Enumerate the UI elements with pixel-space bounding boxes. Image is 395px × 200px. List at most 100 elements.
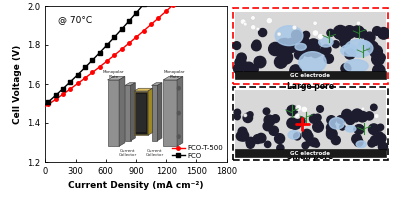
Circle shape	[377, 124, 384, 130]
Circle shape	[331, 136, 340, 145]
Circle shape	[249, 65, 258, 74]
Circle shape	[252, 41, 261, 51]
Circle shape	[294, 123, 300, 129]
Circle shape	[352, 134, 362, 144]
Circle shape	[342, 109, 352, 119]
Circle shape	[266, 18, 273, 24]
Ellipse shape	[345, 126, 356, 132]
Circle shape	[377, 53, 385, 62]
Ellipse shape	[345, 40, 373, 57]
Circle shape	[300, 41, 310, 51]
Circle shape	[327, 123, 336, 132]
Circle shape	[301, 41, 310, 51]
Circle shape	[237, 61, 246, 71]
Circle shape	[243, 113, 252, 122]
Circle shape	[311, 49, 320, 58]
Circle shape	[290, 65, 301, 76]
Ellipse shape	[319, 37, 333, 47]
Circle shape	[295, 114, 300, 119]
FancyBboxPatch shape	[233, 87, 387, 160]
Circle shape	[238, 130, 249, 141]
Circle shape	[271, 115, 279, 123]
Circle shape	[254, 56, 266, 68]
Circle shape	[354, 138, 363, 146]
Circle shape	[302, 129, 312, 139]
Circle shape	[371, 104, 377, 111]
Circle shape	[378, 28, 389, 39]
Circle shape	[279, 51, 293, 64]
Circle shape	[236, 64, 243, 71]
Circle shape	[287, 118, 297, 128]
Circle shape	[237, 53, 246, 62]
Circle shape	[251, 25, 256, 30]
Circle shape	[309, 114, 318, 123]
Circle shape	[321, 45, 331, 55]
Circle shape	[346, 115, 355, 125]
Circle shape	[277, 32, 281, 36]
Circle shape	[243, 62, 254, 73]
Circle shape	[352, 109, 363, 120]
Circle shape	[275, 134, 285, 144]
Circle shape	[274, 46, 282, 54]
Circle shape	[243, 22, 247, 26]
Circle shape	[293, 38, 304, 50]
Circle shape	[295, 50, 304, 59]
Circle shape	[254, 57, 264, 66]
Ellipse shape	[358, 41, 370, 48]
Circle shape	[344, 26, 356, 37]
Circle shape	[358, 29, 367, 38]
Circle shape	[340, 38, 350, 48]
Circle shape	[371, 135, 380, 145]
Circle shape	[352, 112, 358, 119]
Circle shape	[297, 36, 309, 48]
Circle shape	[313, 21, 317, 25]
Circle shape	[234, 109, 241, 116]
X-axis label: Current Density (mA cm⁻²): Current Density (mA cm⁻²)	[68, 181, 204, 190]
Circle shape	[233, 42, 241, 49]
Circle shape	[236, 131, 246, 141]
Circle shape	[245, 113, 251, 120]
Circle shape	[233, 64, 243, 74]
Circle shape	[292, 123, 298, 129]
Bar	[235, 149, 386, 157]
Circle shape	[332, 41, 339, 48]
Text: Small pore: Small pore	[287, 152, 333, 161]
Circle shape	[361, 107, 365, 110]
Circle shape	[306, 139, 313, 146]
Circle shape	[296, 117, 305, 126]
Circle shape	[313, 122, 324, 132]
Circle shape	[352, 26, 363, 37]
Circle shape	[339, 32, 350, 43]
Circle shape	[327, 128, 335, 136]
Circle shape	[327, 116, 336, 124]
Circle shape	[341, 64, 351, 73]
Circle shape	[275, 48, 283, 56]
Circle shape	[269, 126, 278, 135]
Circle shape	[318, 34, 323, 39]
Circle shape	[269, 42, 282, 56]
Circle shape	[353, 116, 359, 122]
Circle shape	[374, 114, 379, 118]
Circle shape	[292, 25, 297, 30]
Circle shape	[353, 26, 364, 37]
Ellipse shape	[341, 45, 358, 56]
Bar	[235, 71, 386, 79]
Text: GC electrode: GC electrode	[290, 151, 330, 156]
Circle shape	[354, 125, 364, 134]
Circle shape	[235, 57, 246, 68]
Circle shape	[243, 114, 247, 117]
Circle shape	[263, 122, 273, 131]
Circle shape	[246, 137, 256, 147]
Circle shape	[367, 41, 378, 53]
Bar	[235, 90, 386, 157]
Circle shape	[356, 21, 361, 25]
Circle shape	[304, 132, 313, 141]
Circle shape	[277, 145, 284, 152]
Circle shape	[303, 45, 314, 56]
Circle shape	[251, 16, 255, 20]
Circle shape	[259, 29, 267, 37]
Text: @ 70°C: @ 70°C	[58, 15, 92, 24]
Circle shape	[314, 141, 320, 147]
Circle shape	[364, 32, 375, 43]
Circle shape	[346, 29, 355, 38]
